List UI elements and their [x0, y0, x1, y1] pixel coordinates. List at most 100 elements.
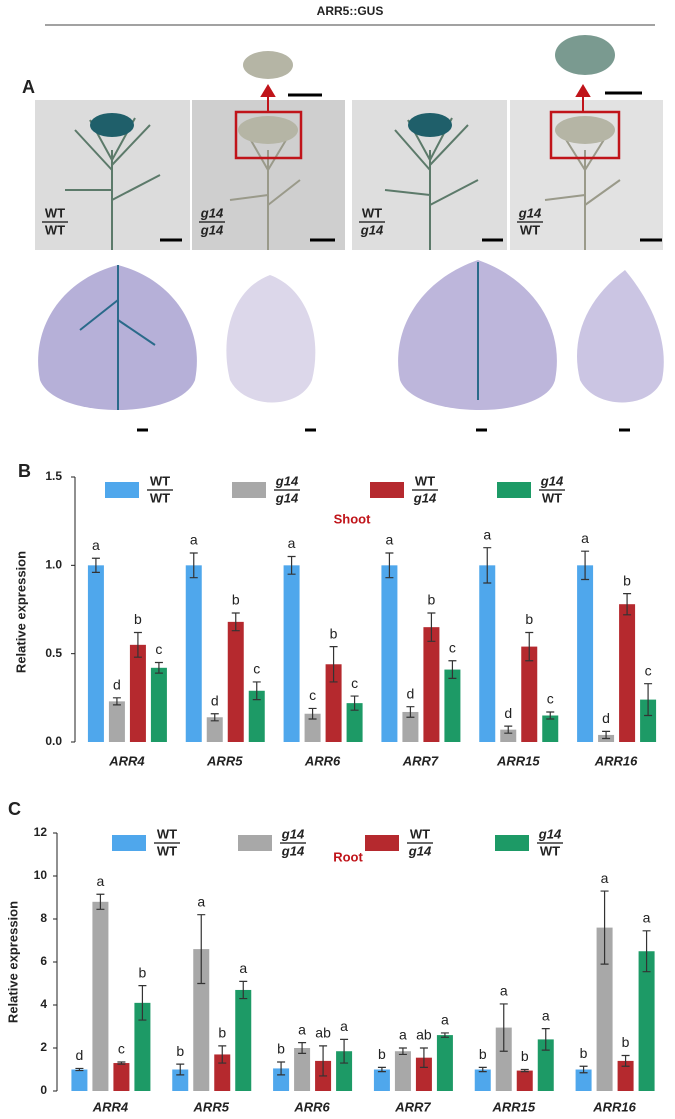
y-tick-label: 1.0	[45, 558, 62, 572]
legend-swatch	[365, 835, 399, 851]
significance-letter: c	[645, 662, 652, 678]
error-bar	[600, 890, 609, 965]
legend-swatch	[112, 835, 146, 851]
y-tick-label: 2	[40, 1040, 47, 1054]
legend-swatch	[495, 835, 529, 851]
error-bar	[189, 552, 198, 579]
error-bar	[377, 1066, 386, 1073]
bar	[193, 949, 210, 1091]
bar	[575, 1069, 592, 1091]
bar	[185, 565, 202, 742]
x-tick-label: ARR7	[394, 1099, 431, 1114]
significance-letter: a	[601, 870, 609, 886]
significance-letter: c	[155, 641, 162, 657]
legend-swatch	[238, 835, 272, 851]
significance-letter: d	[211, 692, 219, 708]
bar	[248, 690, 265, 742]
y-axis-title: Relative expression	[5, 901, 20, 1023]
fraction-bottom: WT	[542, 490, 562, 505]
error-bar	[350, 695, 359, 711]
bar	[474, 1069, 491, 1091]
error-bar	[277, 1061, 286, 1076]
x-tick-label: ARR16	[594, 753, 638, 768]
x-tick-label: ARR4	[108, 753, 145, 768]
bar	[542, 715, 559, 742]
error-bar	[541, 1028, 550, 1051]
fraction-bottom: WT	[520, 222, 540, 237]
bar	[617, 1060, 634, 1091]
y-tick-label: 0.0	[45, 734, 62, 748]
legend-swatch	[370, 482, 404, 498]
fraction-top: WT	[150, 473, 170, 488]
legend-swatch	[232, 482, 266, 498]
y-tick-label: 0.5	[45, 646, 62, 660]
significance-letter: a	[441, 1012, 449, 1028]
bar	[436, 1035, 453, 1091]
legend-swatch	[497, 482, 531, 498]
bar	[381, 565, 398, 742]
significance-letter: ab	[416, 1027, 432, 1043]
bar	[521, 646, 538, 742]
bar	[129, 644, 146, 742]
significance-letter: b	[623, 572, 631, 588]
error-bar	[504, 725, 513, 734]
significance-letter: b	[428, 592, 436, 608]
subtitle: Root	[333, 849, 363, 864]
error-bar	[581, 550, 590, 581]
bar	[495, 1027, 512, 1091]
error-bar	[499, 1003, 508, 1052]
y-tick-label: 8	[40, 911, 47, 925]
significance-letter: b	[521, 1048, 529, 1064]
error-bar	[520, 1068, 529, 1073]
fraction-bottom: WT	[150, 490, 170, 505]
error-bar	[75, 1067, 84, 1072]
bar	[283, 565, 300, 742]
fraction-top: g14	[200, 205, 224, 220]
significance-letter: a	[197, 893, 205, 909]
significance-letter: d	[504, 705, 512, 721]
significance-letter: a	[542, 1007, 550, 1023]
y-tick-label: 12	[34, 825, 48, 839]
significance-letter: a	[340, 1018, 348, 1034]
error-bar	[154, 661, 163, 674]
error-bar	[308, 707, 317, 720]
highlight-box	[549, 110, 621, 160]
bar	[346, 703, 363, 742]
significance-letter: b	[378, 1046, 386, 1062]
fraction-top: WT	[45, 205, 65, 220]
error-bar	[252, 681, 261, 701]
error-bar	[329, 646, 338, 683]
bar	[596, 927, 613, 1091]
bar	[227, 621, 244, 742]
significance-letter: c	[309, 687, 316, 703]
fraction-bottom: g14	[413, 490, 437, 505]
bar	[423, 627, 440, 742]
flower-clusters	[238, 35, 615, 144]
bar	[373, 1069, 390, 1091]
y-tick-label: 6	[40, 954, 47, 968]
heading: ARR5::GUS	[317, 4, 384, 18]
flower-clusters	[90, 113, 452, 137]
bar	[294, 1048, 311, 1091]
x-tick-label: ARR15	[496, 753, 540, 768]
inflorescence	[229, 129, 621, 250]
fraction-bottom: g14	[360, 222, 384, 237]
error-bar	[298, 1042, 307, 1054]
significance-letter: d	[76, 1047, 84, 1063]
bar	[134, 1002, 151, 1091]
error-bar	[440, 1032, 449, 1038]
error-bar	[218, 1045, 227, 1064]
bar	[444, 669, 461, 742]
inflorescence	[65, 117, 479, 250]
bar	[638, 951, 655, 1091]
error-bar	[602, 730, 611, 740]
fraction-bottom: g14	[281, 843, 305, 858]
significance-letter: b	[176, 1043, 184, 1059]
bar	[273, 1068, 290, 1091]
panel-label: C	[8, 799, 21, 819]
error-bar	[427, 612, 436, 642]
error-bar	[579, 1065, 588, 1074]
fraction-top: WT	[362, 205, 382, 220]
bar	[206, 717, 223, 742]
significance-letter: a	[92, 537, 100, 553]
